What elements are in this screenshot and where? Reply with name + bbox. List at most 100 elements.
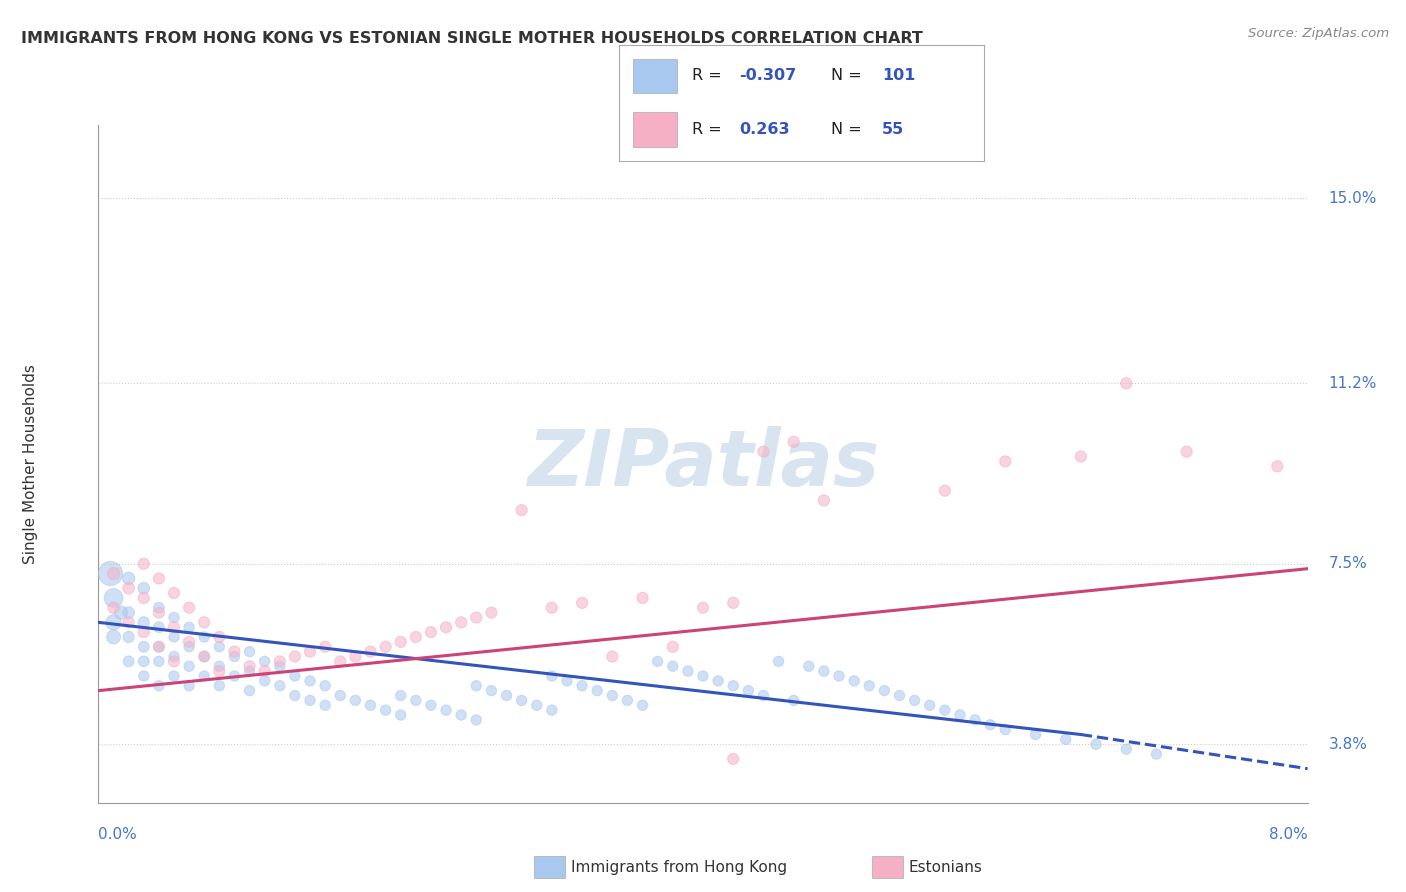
Point [329, 654, 352, 668]
Point [179, 679, 201, 693]
Point [434, 703, 457, 717]
Point [873, 683, 896, 698]
Point [224, 649, 246, 664]
Point [239, 664, 262, 678]
Point [208, 640, 231, 654]
Point [602, 649, 624, 664]
Point [389, 708, 412, 723]
Point [450, 708, 472, 723]
Point [103, 630, 125, 644]
Point [797, 659, 820, 673]
Point [103, 615, 125, 630]
Text: 0.0%: 0.0% [98, 827, 138, 841]
Text: 8.0%: 8.0% [1268, 827, 1308, 841]
Point [193, 669, 215, 683]
Point [163, 649, 186, 664]
Point [132, 669, 155, 683]
Point [918, 698, 941, 713]
Point [163, 654, 186, 668]
Point [526, 698, 548, 713]
Point [193, 649, 215, 664]
Point [148, 640, 170, 654]
Text: 15.0%: 15.0% [1329, 191, 1376, 205]
Point [661, 659, 683, 673]
Point [253, 673, 276, 688]
Point [193, 615, 215, 630]
Point [949, 708, 972, 723]
Point [903, 693, 925, 707]
Point [994, 723, 1017, 737]
Point [284, 649, 307, 664]
Point [616, 693, 638, 707]
Point [148, 654, 170, 668]
Point [344, 649, 367, 664]
Point [1024, 727, 1046, 741]
Bar [633, 59, 678, 94]
Point [782, 693, 804, 707]
Point [571, 596, 593, 610]
Point [239, 683, 262, 698]
Point [103, 566, 125, 581]
Point [269, 654, 291, 668]
Point [934, 703, 956, 717]
Point [163, 610, 186, 624]
Text: IMMIGRANTS FROM HONG KONG VS ESTONIAN SINGLE MOTHER HOUSEHOLDS CORRELATION CHART: IMMIGRANTS FROM HONG KONG VS ESTONIAN SI… [21, 31, 922, 46]
Text: R =: R = [692, 121, 727, 136]
Point [1144, 747, 1167, 761]
Point [510, 503, 533, 517]
Point [374, 640, 396, 654]
Text: N =: N = [831, 121, 866, 136]
Point [344, 693, 367, 707]
Point [118, 571, 141, 585]
Point [269, 659, 291, 673]
Point [179, 600, 201, 615]
Point [465, 679, 488, 693]
Point [495, 689, 517, 703]
Text: R =: R = [692, 69, 727, 84]
Point [269, 679, 291, 693]
Point [465, 713, 488, 727]
Point [723, 679, 745, 693]
Point [110, 606, 132, 620]
Point [889, 689, 911, 703]
Point [450, 615, 472, 630]
Point [389, 635, 412, 649]
Point [163, 586, 186, 600]
Point [103, 591, 125, 605]
Point [479, 683, 503, 698]
Point [100, 566, 122, 581]
Point [510, 693, 533, 707]
Text: 7.5%: 7.5% [1329, 557, 1368, 571]
Point [828, 669, 851, 683]
Point [239, 659, 262, 673]
Point [768, 654, 790, 668]
Point [661, 640, 683, 654]
Point [631, 698, 654, 713]
Point [208, 679, 231, 693]
Point [132, 591, 155, 605]
Point [132, 654, 155, 668]
Point [479, 606, 503, 620]
Point [676, 664, 699, 678]
Point [359, 645, 381, 659]
Point [179, 635, 201, 649]
Point [148, 606, 170, 620]
Point [148, 679, 170, 693]
Point [782, 434, 804, 449]
Point [813, 664, 835, 678]
Point [148, 620, 170, 634]
Point [465, 610, 488, 624]
Point [253, 664, 276, 678]
Point [132, 615, 155, 630]
Point [389, 689, 412, 703]
Point [284, 689, 307, 703]
Point [979, 718, 1001, 732]
Point [934, 483, 956, 498]
Point [692, 669, 714, 683]
Point [208, 664, 231, 678]
Point [1070, 450, 1092, 464]
Point [647, 654, 669, 668]
Point [118, 606, 141, 620]
Point [314, 640, 336, 654]
Point [148, 640, 170, 654]
